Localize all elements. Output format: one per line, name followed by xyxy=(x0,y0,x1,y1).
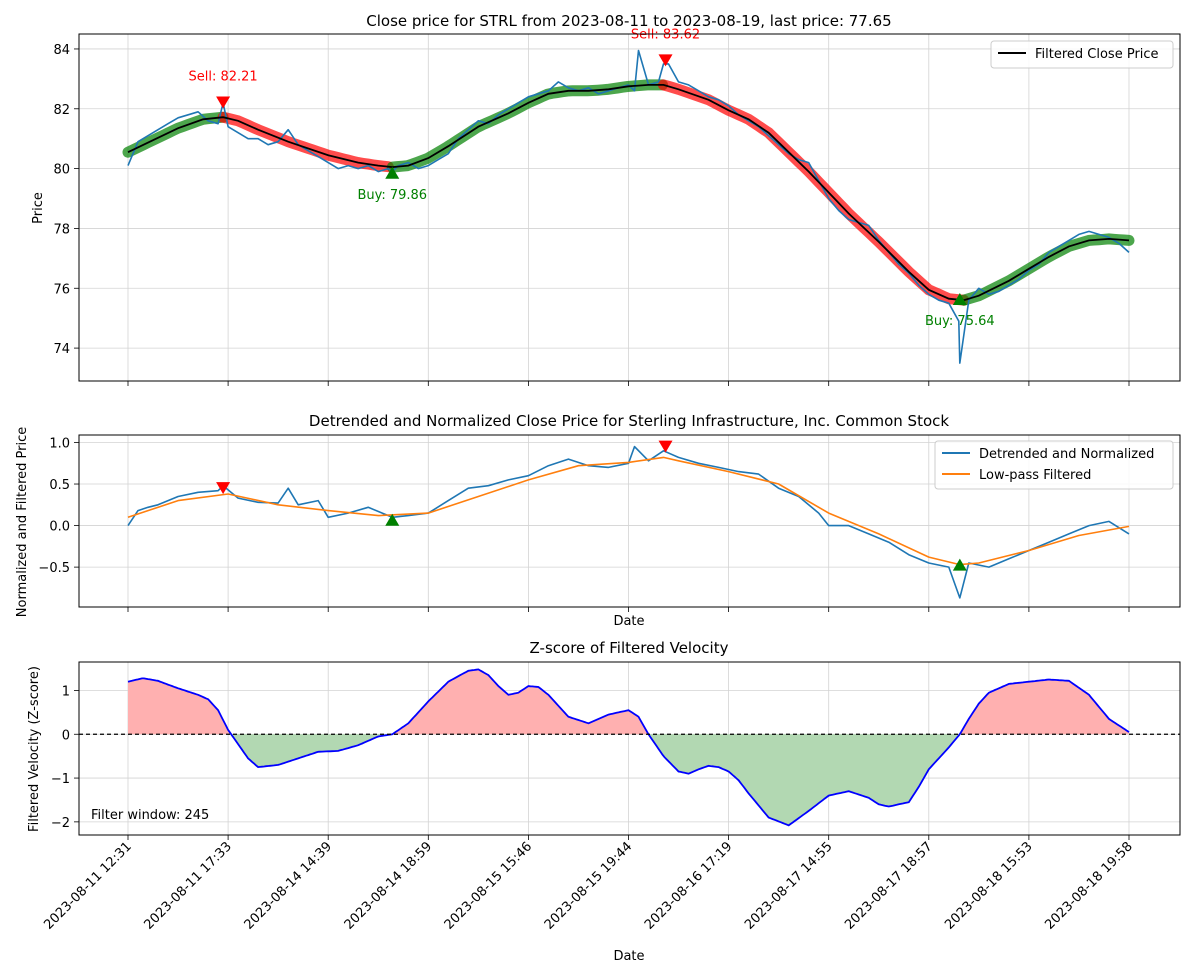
sell-marker xyxy=(658,440,673,453)
lowpass-line xyxy=(127,456,1130,566)
price-chart-title: Close price for STRL from 2023-08-11 to … xyxy=(366,12,891,30)
velocity-zscore-line xyxy=(127,668,1130,827)
y-tick-label: 1.0 xyxy=(49,436,70,451)
x-tick-label: 2023-08-17 18:57 xyxy=(842,839,935,932)
y-tick-label: 1 xyxy=(62,684,70,699)
sell-label: Sell: 83.62 xyxy=(631,27,700,42)
sell-marker xyxy=(216,96,231,109)
velocity-axes-frame xyxy=(78,661,1181,836)
y-tick-label: 76 xyxy=(53,282,70,297)
buy-label: Buy: 75.64 xyxy=(925,314,995,329)
x-tick-label: 2023-08-18 15:53 xyxy=(942,839,1035,932)
price-axes-frame xyxy=(78,33,1181,382)
x-tick-label: 2023-08-11 17:33 xyxy=(141,839,234,932)
buy-marker xyxy=(385,513,400,526)
normalized-legend: Detrended and Normalized Low-pass Filter… xyxy=(934,440,1174,490)
x-tick-label: 2023-08-14 14:39 xyxy=(242,839,335,932)
y-tick-label: −0.5 xyxy=(38,561,70,576)
buy-marker xyxy=(952,293,967,306)
normalized-xlabel: Date xyxy=(613,614,644,629)
positive-velocity-area xyxy=(128,669,1129,735)
legend-label-detrended: Detrended and Normalized xyxy=(979,447,1154,462)
normalized-chart-title: Detrended and Normalized Close Price for… xyxy=(309,412,949,430)
filter-window-annotation: Filter window: 245 xyxy=(91,808,209,823)
x-tick-label: 2023-08-15 19:44 xyxy=(542,839,635,932)
x-tick-label: 2023-08-11 12:31 xyxy=(41,839,134,932)
x-tick-label: 2023-08-16 17:19 xyxy=(642,839,735,932)
legend-label-filtered-close: Filtered Close Price xyxy=(1035,47,1159,62)
sell-label: Sell: 82.21 xyxy=(188,70,257,85)
y-tick-label: −2 xyxy=(51,816,70,831)
y-tick-label: 80 xyxy=(53,163,70,178)
normalized-panel: Detrended and Normalized Close Price for… xyxy=(15,412,1181,629)
sell-marker xyxy=(216,482,231,495)
date-xlabel: Date xyxy=(613,949,644,964)
y-tick-label: 0.0 xyxy=(49,520,70,535)
x-tick-label: 2023-08-17 14:55 xyxy=(742,839,835,932)
negative-velocity-area xyxy=(128,734,1129,826)
x-tick-label: 2023-08-14 18:59 xyxy=(342,839,435,932)
velocity-ylabel: Filtered Velocity (Z-score) xyxy=(27,666,42,832)
close-price-line xyxy=(127,49,1130,364)
y-tick-label: 78 xyxy=(53,222,70,237)
y-tick-label: 0 xyxy=(62,728,70,743)
x-tick-label: 2023-08-15 15:46 xyxy=(442,839,535,932)
sell-marker xyxy=(658,54,673,67)
buy-label: Buy: 79.86 xyxy=(357,188,427,203)
velocity-chart-title: Z-score of Filtered Velocity xyxy=(530,639,729,657)
buy-marker xyxy=(385,166,400,179)
price-ylabel: Price xyxy=(31,192,46,224)
y-tick-label: 74 xyxy=(53,342,70,357)
buy-marker xyxy=(952,558,967,571)
normalized-ylabel: Normalized and Filtered Price xyxy=(15,427,30,617)
y-tick-label: 82 xyxy=(53,103,70,118)
y-tick-label: 0.5 xyxy=(49,478,70,493)
filtered-close-line xyxy=(127,84,1130,302)
price-panel: Close price for STRL from 2023-08-11 to … xyxy=(31,12,1181,386)
normalized-axes-frame xyxy=(78,434,1181,608)
x-tick-label: 2023-08-18 19:58 xyxy=(1042,839,1135,932)
legend-label-lowpass: Low-pass Filtered xyxy=(979,468,1091,483)
y-tick-label: −1 xyxy=(51,772,70,787)
y-tick-label: 84 xyxy=(53,43,70,58)
velocity-panel: Z-score of Filtered Velocity −2 −1 0 1 Filt… xyxy=(27,639,1181,964)
price-legend: Filtered Close Price xyxy=(990,40,1174,69)
